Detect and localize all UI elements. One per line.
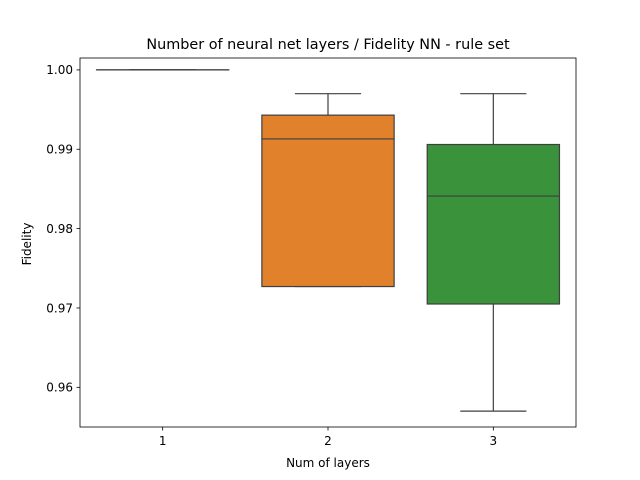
y-tick-label: 0.96 [46, 381, 73, 395]
x-tick-label: 3 [490, 434, 498, 448]
chart-title: Number of neural net layers / Fidelity N… [146, 37, 510, 53]
y-tick-label: 0.97 [46, 301, 73, 315]
box-3 [426, 143, 561, 305]
box-2 [261, 114, 395, 288]
plot-area: 0.96 0.97 0.98 0.99 1.00 1 2 3 [46, 63, 561, 448]
y-tick-label: 1.00 [46, 63, 73, 77]
x-tick-label: 1 [159, 434, 167, 448]
x-axis-label: Num of layers [286, 456, 370, 470]
y-tick-label: 0.99 [46, 143, 73, 157]
y-tick-label: 0.98 [46, 222, 73, 236]
y-axis-label: Fidelity [20, 223, 34, 266]
axes-frame [79, 57, 577, 428]
x-tick-label: 2 [324, 434, 332, 448]
